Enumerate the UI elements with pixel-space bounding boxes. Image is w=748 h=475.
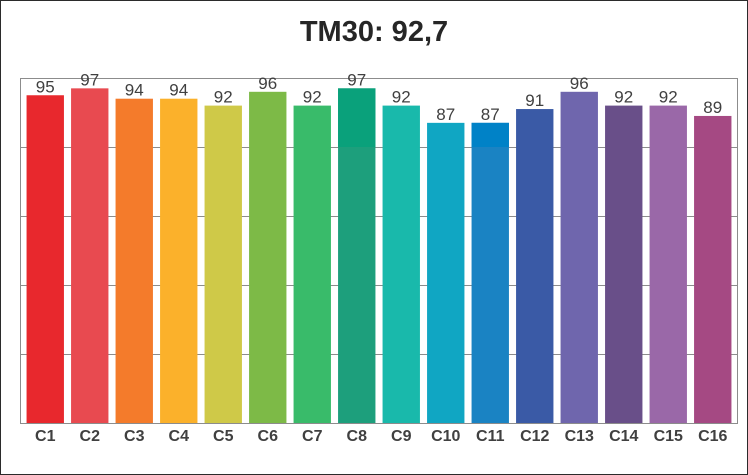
value-label-c7: 92 — [303, 88, 322, 107]
value-label-c15: 92 — [659, 88, 678, 107]
bar-c15 — [649, 105, 687, 423]
x-tick-labels-layer: C1 C2 C3 C4 C5 C6 C7 C8 C9 C10 C11 C12 C13 C14 C15 C16 — [35, 428, 728, 445]
x-tick-c2: C2 — [80, 428, 101, 445]
bar-c12 — [516, 109, 554, 424]
bar-c2 — [71, 88, 109, 423]
value-label-c12: 91 — [525, 91, 544, 110]
x-tick-c1: C1 — [35, 428, 56, 445]
bar-c14 — [605, 105, 643, 423]
value-label-c2: 97 — [80, 70, 99, 89]
x-tick-c13: C13 — [565, 428, 594, 445]
x-tick-c10: C10 — [431, 428, 460, 445]
bar-c11 — [471, 122, 509, 423]
x-tick-c9: C9 — [391, 428, 412, 445]
bar-c5 — [204, 105, 242, 423]
value-labels-layer: 95 97 94 94 92 96 92 97 92 87 87 91 96 92 92 89 — [36, 70, 722, 124]
x-tick-c4: C4 — [169, 428, 190, 445]
value-label-c9: 92 — [392, 88, 411, 107]
value-label-c13: 96 — [570, 74, 589, 93]
bar-c8-top-segment — [338, 88, 376, 147]
bar-c1 — [26, 95, 64, 423]
value-label-c11: 87 — [481, 105, 500, 124]
x-tick-c15: C15 — [654, 428, 683, 445]
value-label-c8: 97 — [347, 70, 366, 89]
chart-title: TM30: 92,7 — [299, 16, 449, 48]
bar-c9 — [382, 105, 420, 423]
value-label-c16: 89 — [703, 98, 722, 117]
bar-c10 — [427, 122, 465, 423]
bar-c11-top-segment — [471, 122, 509, 147]
x-tick-c7: C7 — [302, 428, 323, 445]
x-tick-c3: C3 — [124, 428, 145, 445]
value-label-c3: 94 — [125, 81, 144, 100]
x-tick-c11: C11 — [476, 428, 505, 445]
bar-c7 — [293, 105, 331, 423]
bar-c16 — [694, 115, 732, 423]
value-label-c10: 87 — [436, 105, 455, 124]
bar-c6 — [249, 91, 287, 424]
value-label-c6: 96 — [258, 74, 277, 93]
x-tick-c16: C16 — [698, 428, 727, 445]
x-tick-c14: C14 — [609, 428, 638, 445]
x-tick-c6: C6 — [258, 428, 279, 445]
value-label-c14: 92 — [614, 88, 633, 107]
value-label-c5: 92 — [214, 88, 233, 107]
bar-c13 — [560, 91, 598, 424]
x-tick-c12: C12 — [520, 428, 549, 445]
x-tick-c5: C5 — [213, 428, 234, 445]
value-label-c4: 94 — [169, 81, 188, 100]
bars-layer — [26, 88, 732, 424]
value-label-c1: 95 — [36, 77, 55, 96]
x-tick-c8: C8 — [347, 428, 368, 445]
bar-c3 — [115, 98, 153, 423]
bar-c4 — [160, 98, 198, 423]
